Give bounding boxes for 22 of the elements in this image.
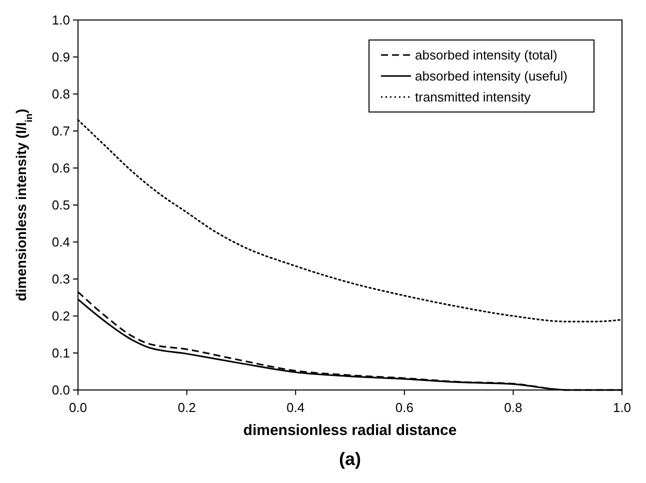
y-tick-label: 0.1	[52, 346, 70, 361]
y-tick-label: 0.2	[52, 308, 70, 324]
x-tick-label: 0.6	[395, 400, 414, 415]
legend-label: transmitted intensity	[415, 90, 532, 105]
x-axis-title: dimensionless radial distance	[243, 422, 457, 439]
y-tick-label: 0.3	[52, 272, 70, 287]
y-tick-label: 1.0	[52, 12, 70, 28]
y-tick-label: 0.7	[52, 124, 70, 139]
text: (a)	[339, 449, 362, 469]
x-tick-label: 0.2	[178, 400, 196, 415]
x-tick-label: 0.0	[68, 400, 88, 415]
legend-label: absorbed intensity (total)	[415, 48, 558, 63]
y-tick-label: 0.8	[52, 86, 70, 102]
y-tick-label: 0.6	[52, 160, 70, 176]
x-tick-label: 1.0	[612, 400, 632, 415]
y-tick-label: 0.4	[52, 234, 70, 250]
x-tick-label: 0.4	[286, 400, 305, 415]
x-tick-label: 0.8	[504, 400, 522, 415]
y-tick-label: 0.0	[52, 382, 70, 398]
y-tick-label: 0.9	[52, 50, 70, 65]
y-tick-label: 0.5	[52, 198, 70, 213]
legend-label: absorbed intensity (useful)	[415, 68, 568, 84]
